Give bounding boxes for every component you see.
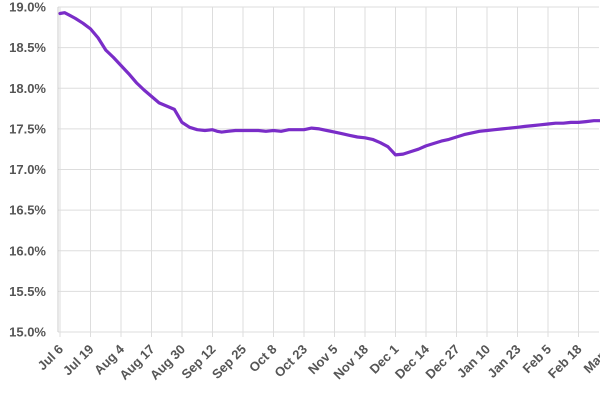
series-layer [58,11,600,157]
y-axis: 15.0% 15.5% 16.0% 16.5% 17.0% 17.5% 18.0% 18.5%… [9,0,46,340]
x-tick-label: Mar 2 [580,342,600,377]
x-tick-label: Nov 18 [330,342,371,383]
x-tick-label: Jan 10 [454,342,493,381]
y-tick-label: 17.5% [9,121,46,136]
y-tick-label: 18.5% [9,40,46,55]
y-tick-label: 15.5% [9,284,46,299]
y-tick-label: 16.0% [9,243,46,258]
y-tick-label: 19.0% [9,0,46,15]
y-tick-label: 15.0% [9,325,46,340]
x-tick-label: Dec 27 [422,342,462,382]
y-tick-label: 17.0% [9,162,46,177]
y-tick-label: 16.5% [9,203,46,218]
x-tick-label: Jul 19 [60,342,97,379]
y-tick-label: 18.0% [9,81,46,96]
x-tick-label: Sep 25 [209,342,249,382]
x-tick-label: Jan 23 [484,342,523,381]
x-tick-label: Oct 23 [271,342,310,381]
x-tick-label: Feb 18 [545,342,585,382]
series-line [58,11,600,157]
grid [57,6,599,337]
